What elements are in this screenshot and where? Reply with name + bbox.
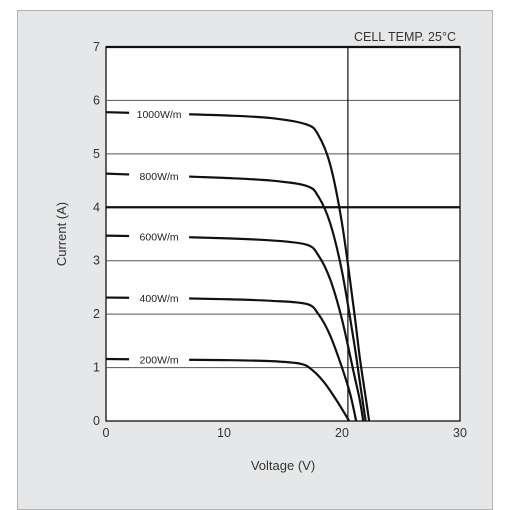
series-label-bg <box>129 106 190 121</box>
series-label-bg <box>129 229 190 244</box>
tick-labels: 0 1 2 3 4 5 6 7 0 10 20 30 <box>93 40 467 440</box>
y-tick-label: 2 <box>93 307 100 321</box>
series-labels: 1000W/m 800W/m 600W/m 400W/m 200W/m <box>129 106 190 367</box>
x-tick-label: 20 <box>335 426 349 440</box>
series-label: 800W/m <box>140 171 179 183</box>
y-tick-label: 3 <box>93 254 100 268</box>
x-tick-label: 10 <box>217 426 231 440</box>
series-curve-1 <box>105 172 367 422</box>
x-axis-title: Voltage (V) <box>251 458 315 473</box>
x-tick-label: 0 <box>103 426 110 440</box>
series-curves <box>105 111 371 422</box>
y-tick-label: 5 <box>93 147 100 161</box>
x-tick-label: 30 <box>453 426 467 440</box>
y-tick-label: 4 <box>93 200 100 214</box>
series-label-bg <box>129 352 190 367</box>
series-curve-2 <box>105 234 365 422</box>
y-tick-label: 0 <box>93 414 100 428</box>
series-label: 600W/m <box>140 232 179 244</box>
series-label: 200W/m <box>140 355 179 367</box>
y-axis-title: Current (A) <box>54 202 69 266</box>
series-curve-3 <box>105 296 358 422</box>
series-label: 400W/m <box>140 293 179 305</box>
y-tick-label: 1 <box>93 361 100 375</box>
iv-curve-chart: 1000W/m 800W/m 600W/m 400W/m 200W/m 0 1 2 3 4 5 6 7… <box>54 30 467 473</box>
series-curve-0 <box>105 111 371 422</box>
reference-lines <box>106 45 460 421</box>
series-label-bg <box>129 168 190 183</box>
series-label: 1000W/m <box>137 109 182 121</box>
y-tick-label: 6 <box>93 93 100 107</box>
y-tick-label: 7 <box>93 40 100 54</box>
series-curve-4 <box>105 357 351 422</box>
cell-temp-annotation: CELL TEMP. 25°C <box>354 30 456 44</box>
series-label-bg <box>129 291 190 306</box>
